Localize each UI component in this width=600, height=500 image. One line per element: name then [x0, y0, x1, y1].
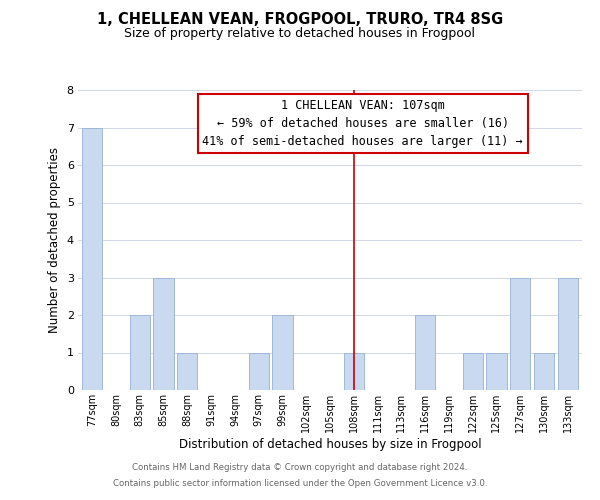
Bar [154, 278, 173, 390]
Bar [344, 352, 364, 390]
Text: Size of property relative to detached houses in Frogpool: Size of property relative to detached ho… [125, 28, 476, 40]
Text: 1, CHELLEAN VEAN, FROGPOOL, TRURO, TR4 8SG: 1, CHELLEAN VEAN, FROGPOOL, TRURO, TR4 8… [97, 12, 503, 28]
Bar [510, 278, 530, 390]
Bar [130, 315, 150, 390]
X-axis label: Distribution of detached houses by size in Frogpool: Distribution of detached houses by size … [179, 438, 481, 450]
Text: Contains HM Land Registry data © Crown copyright and database right 2024.: Contains HM Land Registry data © Crown c… [132, 464, 468, 472]
Bar [487, 352, 506, 390]
Bar [272, 315, 293, 390]
Bar [248, 352, 269, 390]
Bar [534, 352, 554, 390]
Y-axis label: Number of detached properties: Number of detached properties [48, 147, 61, 333]
Bar [463, 352, 483, 390]
Bar [415, 315, 435, 390]
Bar [177, 352, 197, 390]
Text: Contains public sector information licensed under the Open Government Licence v3: Contains public sector information licen… [113, 478, 487, 488]
Bar [82, 128, 103, 390]
Bar [557, 278, 578, 390]
Text: 1 CHELLEAN VEAN: 107sqm
← 59% of detached houses are smaller (16)
41% of semi-de: 1 CHELLEAN VEAN: 107sqm ← 59% of detache… [202, 99, 523, 148]
